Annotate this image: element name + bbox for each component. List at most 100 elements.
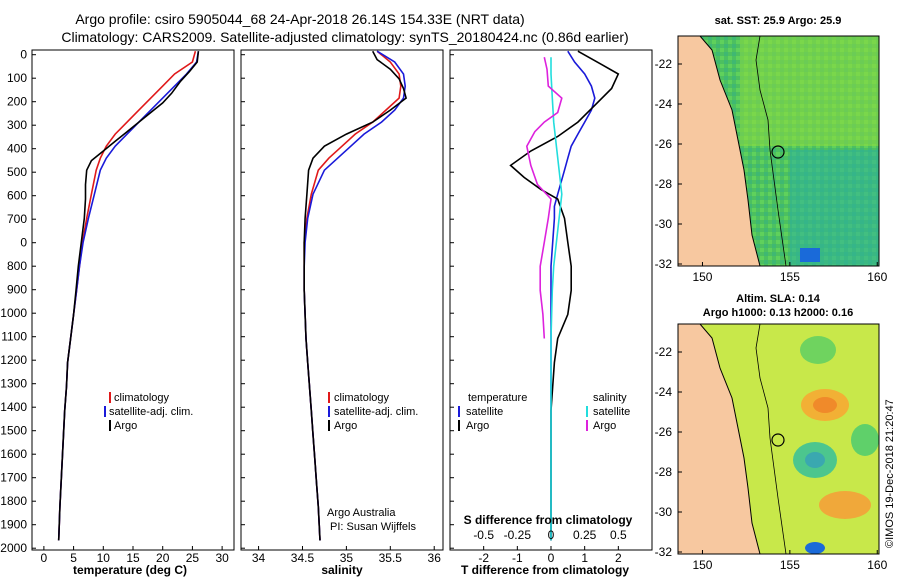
depth-tick-label: 0 <box>20 236 27 250</box>
map-lat-label: -30 <box>655 217 673 231</box>
temperature-x-label: temperature (deg C) <box>73 563 187 577</box>
x-tick-label: 15 <box>126 551 140 565</box>
legend-climatology-swatch <box>109 392 111 403</box>
sst-argo-position-marker <box>771 145 785 159</box>
sst-map-frame <box>677 35 880 267</box>
x-tick-label: -1 <box>512 551 523 565</box>
x-tick-label: 36 <box>428 551 442 565</box>
depth-tick-label: 1200 <box>0 353 27 367</box>
series-line-argo <box>57 51 200 541</box>
map-lat-label: -28 <box>655 465 673 479</box>
salinity-x-label: salinity <box>321 563 363 577</box>
sla-map-title-1: Altim. SLA: 0.14 <box>736 293 821 305</box>
series-line-argo <box>303 50 408 541</box>
s-tick-label: 0.5 <box>610 528 627 542</box>
map-lat-label: -24 <box>655 385 673 399</box>
map-lat-label: -28 <box>655 177 673 191</box>
depth-tick-label: 900 <box>7 283 27 297</box>
sst-map-ticks: -22 -24 -26 -28 -30 -32 150 155 160 <box>655 57 888 284</box>
s-tick-label: -0.25 <box>504 528 532 542</box>
depth-tick-label: 1900 <box>0 518 27 532</box>
x-tick-label: 10 <box>97 551 111 565</box>
x-tick-label: 5 <box>70 551 77 565</box>
difference-x-ticks: -2 -1 0 1 2 <box>478 546 622 565</box>
credit-pi: PI: Susan Wijffels <box>330 521 416 533</box>
legend-argo-label: Argo <box>334 420 357 432</box>
legend-argo-swatch <box>328 420 330 431</box>
depth-tick-label: 500 <box>7 165 27 179</box>
salinity-panel <box>303 50 408 541</box>
sla-argo-position-marker <box>771 433 785 447</box>
legend-s-argo-label: Argo <box>593 420 616 432</box>
map-lon-label: 155 <box>780 270 800 284</box>
depth-tick-label: 1700 <box>0 471 27 485</box>
x-tick-label: 20 <box>156 551 170 565</box>
map-lat-label: -24 <box>655 97 673 111</box>
sla-warm-eddy-core <box>813 397 837 413</box>
map-lat-label: -32 <box>655 257 673 271</box>
sla-map-ticks: -22 -24 -26 -28 -30 -32 150 155 160 <box>655 345 888 572</box>
depth-tick-label: 1400 <box>0 400 27 414</box>
x-tick-label: -2 <box>478 551 489 565</box>
s-difference-ticks: -0.5 -0.25 0 0.25 0.5 <box>473 528 627 542</box>
map-lat-label: -32 <box>655 545 673 559</box>
map-lat-label: -22 <box>655 57 673 71</box>
sst-warm-band <box>740 36 879 146</box>
s-tick-label: 0 <box>548 528 555 542</box>
sla-land <box>678 324 761 554</box>
temperature-panel <box>57 50 200 541</box>
series-line-satellite-adj-clim- <box>57 51 200 541</box>
legend-s-argo-swatch <box>586 420 588 431</box>
x-tick-label: 2 <box>615 551 622 565</box>
sst-cool-region <box>790 150 879 266</box>
depth-tick-label: 400 <box>7 142 27 156</box>
sst-isobath <box>755 36 787 266</box>
legend-satellite-label: satellite-adj. clim. <box>109 406 193 418</box>
depth-tick-label: 2000 <box>0 541 27 555</box>
map-lon-label: 160 <box>867 270 887 284</box>
depth-tick-label: 1300 <box>0 377 27 391</box>
difference-legend: temperature salinity satellite Argo sate… <box>458 392 630 432</box>
map-lat-label: -30 <box>655 505 673 519</box>
legend-climatology-label: climatology <box>334 392 390 404</box>
legend-t-argo-label: Argo <box>466 420 489 432</box>
map-lon-label: 150 <box>692 270 712 284</box>
title-line-1: Argo profile: csiro 5905044_68 24-Apr-20… <box>75 11 524 27</box>
map-lon-label: 155 <box>780 558 800 572</box>
map-lat-label: -26 <box>655 425 673 439</box>
credit-argo-australia: Argo Australia <box>327 507 396 519</box>
s-difference-label: S difference from climatology <box>464 513 633 527</box>
series-line-salinity-argo <box>525 57 563 339</box>
x-tick-label: 25 <box>186 551 200 565</box>
difference-panel <box>509 50 620 541</box>
sst-deep-blue-patch <box>800 248 820 262</box>
map-lat-label: -26 <box>655 137 673 151</box>
depth-tick-label: 600 <box>7 189 27 203</box>
title-line-2: Climatology: CARS2009. Satellite-adjuste… <box>61 29 628 45</box>
x-tick-label: 34.5 <box>291 551 315 565</box>
x-tick-label: 35.5 <box>379 551 403 565</box>
series-line-satellite-adj-clim- <box>303 50 407 541</box>
x-tick-label: 0 <box>548 551 555 565</box>
depth-tick-label: 800 <box>7 259 27 273</box>
legend-t-satellite-label: satellite <box>466 406 503 418</box>
depth-tick-label: 100 <box>7 71 27 85</box>
temperature-legend: climatology satellite-adj. clim. Argo <box>104 392 193 432</box>
series-line-temperature-argo <box>509 50 620 541</box>
sst-map-title: sat. SST: 25.9 Argo: 25.9 <box>715 15 842 27</box>
depth-tick-label: 1500 <box>0 424 27 438</box>
x-tick-label: 35 <box>340 551 354 565</box>
depth-tick-label: 300 <box>7 118 27 132</box>
legend-t-argo-swatch <box>458 420 460 431</box>
sla-cool-eddy-east <box>851 424 879 456</box>
map-lon-label: 160 <box>867 558 887 572</box>
depth-tick-label: 0 <box>20 48 27 62</box>
temperature-panel-frame <box>31 49 235 551</box>
salinity-panel-frame <box>240 49 444 551</box>
legend-climatology-label: climatology <box>114 392 170 404</box>
sst-land <box>678 36 761 266</box>
depth-tick-label: 1800 <box>0 494 27 508</box>
depth-tick-label: 1600 <box>0 447 27 461</box>
temperature-x-ticks: 0 5 10 15 20 25 30 <box>41 546 229 565</box>
